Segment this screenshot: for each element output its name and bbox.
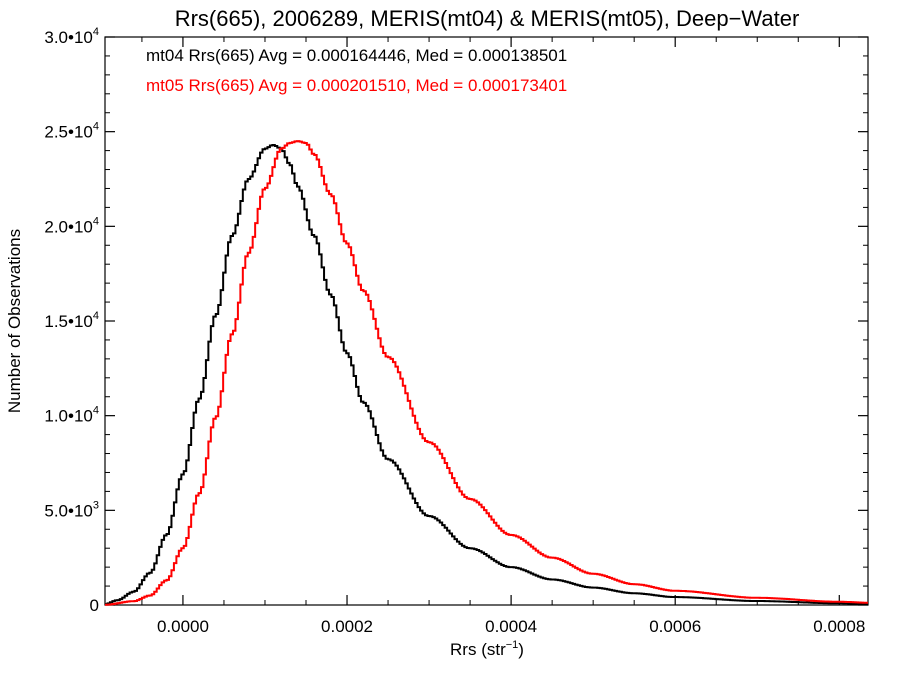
x-tick-label: 0.0006 [649, 617, 701, 636]
y-tick-label: 3.0•104 [44, 26, 99, 47]
x-axis: 0.0000 0.0002 0.0004 0.0006 0.0008 [141, 37, 865, 636]
y-axis: 05.0•1031.0•1041.5•1042.0•1042.5•1043.0•… [44, 26, 868, 615]
y-tick-mantissa: 0 [90, 596, 99, 615]
series-mt05-line [105, 140, 868, 606]
y-tick-label: 5.0•103 [44, 499, 99, 520]
y-tick-label: 1.5•104 [44, 310, 99, 331]
legend-entry-mt05: mt05 Rrs(665) Avg = 0.000201510, Med = 0… [146, 76, 567, 95]
x-tick-label: 0.0008 [813, 617, 865, 636]
x-axis-label-close: ) [518, 640, 524, 659]
y-tick-label: 2.5•104 [44, 121, 99, 142]
chart-title: Rrs(665), 2006289, MERIS(mt04) & MERIS(m… [175, 6, 800, 31]
x-axis-label-main: Rrs (str [450, 640, 506, 659]
y-tick-exponent: 4 [93, 26, 99, 38]
y-tick-exponent: 4 [93, 405, 99, 417]
y-tick-mantissa: 2.0•10 [44, 217, 93, 236]
y-tick-mantissa: 3.0•10 [44, 28, 93, 47]
x-tick-label: 0.0002 [321, 617, 373, 636]
y-axis-label: Number of Observations [5, 229, 24, 413]
y-tick-mantissa: 1.5•10 [44, 312, 93, 331]
x-tick-label: 0.0000 [157, 617, 209, 636]
x-axis-label: Rrs (str−1) [450, 639, 524, 659]
y-tick-label: 1.0•104 [44, 405, 99, 426]
series-mt04-line [105, 143, 868, 606]
legend-entry-mt04: mt04 Rrs(665) Avg = 0.000164446, Med = 0… [146, 46, 567, 65]
y-tick-exponent: 4 [93, 121, 99, 133]
y-tick-exponent: 4 [93, 215, 99, 227]
x-axis-label-sup: −1 [506, 639, 519, 651]
x-tick-label: 0.0004 [485, 617, 537, 636]
plot-frame [104, 36, 869, 606]
y-tick-exponent: 3 [93, 499, 99, 511]
y-tick-exponent: 4 [93, 310, 99, 322]
y-tick-label: 0 [90, 596, 99, 615]
series-layer [105, 140, 868, 606]
y-tick-mantissa: 2.5•10 [44, 123, 93, 142]
y-tick-label: 2.0•104 [44, 215, 99, 236]
y-tick-mantissa: 1.0•10 [44, 407, 93, 426]
y-tick-mantissa: 5.0•10 [44, 501, 93, 520]
